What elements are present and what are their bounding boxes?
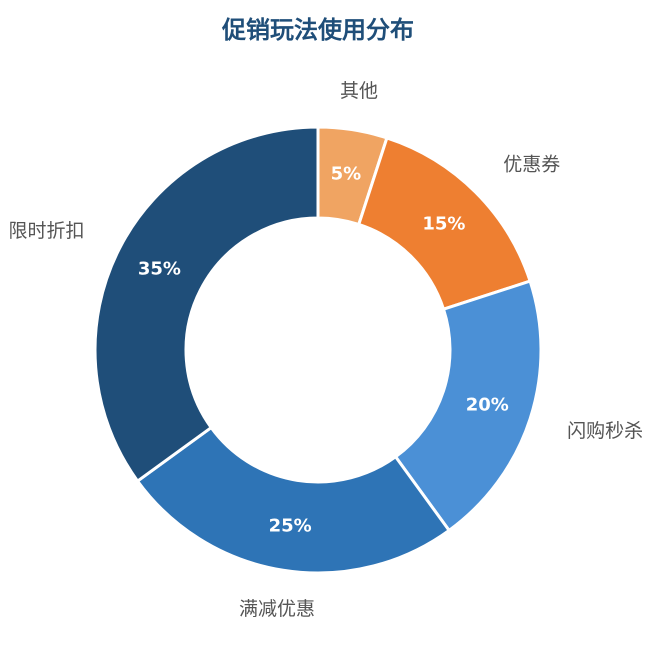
slice-percent-label: 5% xyxy=(331,164,362,185)
slice-category-label: 优惠券 xyxy=(503,154,560,176)
slice-percent-label: 20% xyxy=(466,395,509,416)
slice-category-label: 限时折扣 xyxy=(9,220,85,242)
slice-percent-label: 15% xyxy=(422,214,465,235)
chart-title: 促销玩法使用分布 xyxy=(221,16,414,44)
slice-category-label: 其他 xyxy=(340,80,378,102)
slice-percent-label: 25% xyxy=(269,515,312,536)
donut-slice-5 xyxy=(93,125,320,484)
slice-percent-label: 35% xyxy=(138,259,181,280)
donut-slice-3 xyxy=(393,279,543,533)
donut-slice-4 xyxy=(135,425,452,575)
slice-category-label: 满减优惠 xyxy=(239,598,315,620)
slice-category-label: 闪购秒杀 xyxy=(567,420,643,442)
